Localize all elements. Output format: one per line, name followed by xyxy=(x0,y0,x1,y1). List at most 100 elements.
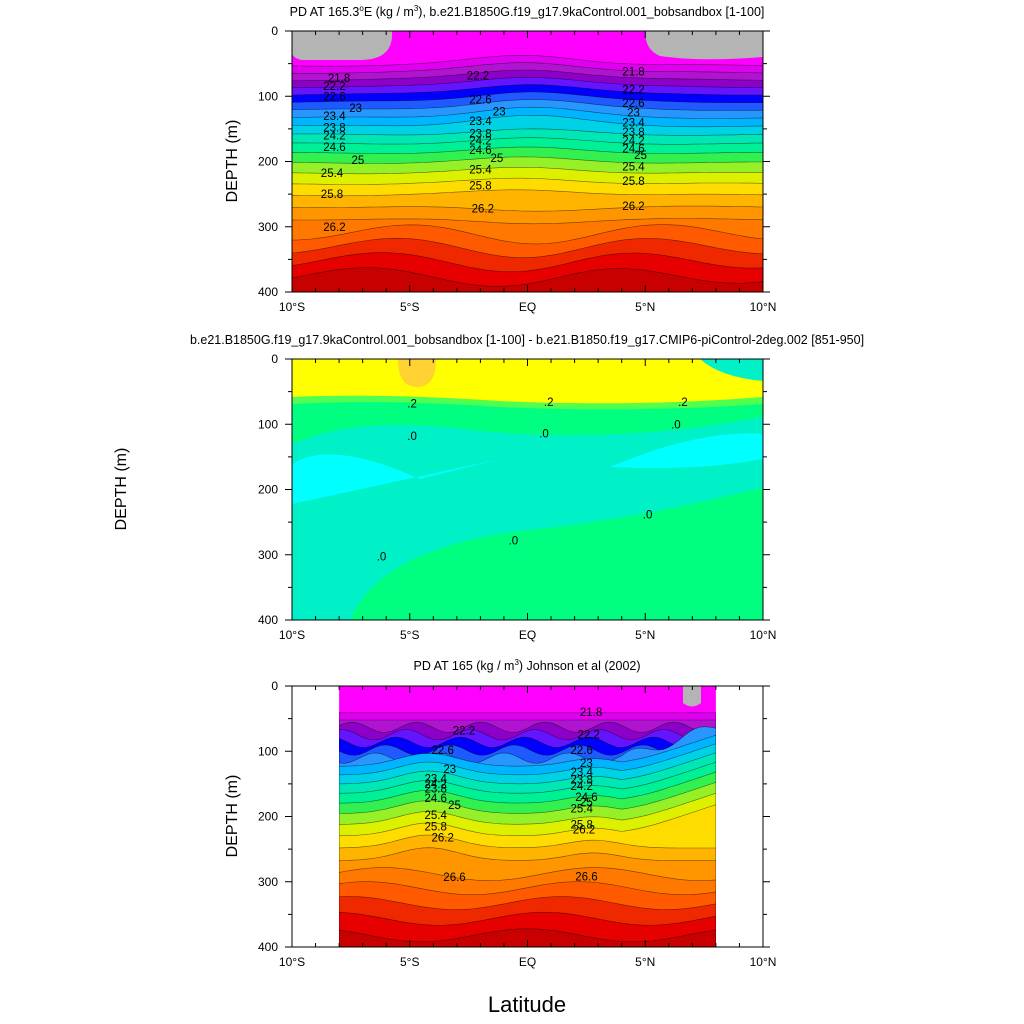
x-tick-label: 5°S xyxy=(400,955,419,969)
y-tick-label: 0 xyxy=(271,352,278,366)
contour-label: 25 xyxy=(634,150,647,162)
contour-label: .2 xyxy=(407,398,417,410)
contour-label: 23.8 xyxy=(425,783,447,795)
contour-label: 23.4 xyxy=(622,117,645,129)
panel-observations-title: PD AT 165 (kg / m3) Johnson et al (2002) xyxy=(413,658,640,673)
y-tick-label: 200 xyxy=(258,483,278,497)
panel-model: PD AT 165.3oE (kg / m3), b.e21.B1850G.f1… xyxy=(224,4,776,314)
contour-label: 23 xyxy=(580,758,593,770)
panel-observations-layer xyxy=(339,928,716,947)
panel-difference-contour-labels: .2 .2 .2 .0 .0 .0 .0 .0 .0 xyxy=(377,397,688,564)
contour-label: 21.8 xyxy=(622,67,644,79)
contour-label: 24.2 xyxy=(469,136,491,148)
panel-observations: PD AT 165 (kg / m3) Johnson et al (2002)… xyxy=(224,658,776,969)
contour-label: 25.4 xyxy=(469,164,492,176)
contour-label: .0 xyxy=(377,552,387,564)
contour-label: 23 xyxy=(443,764,456,776)
y-tick-label: 200 xyxy=(258,155,278,169)
contour-label: 21.8 xyxy=(328,73,350,85)
contour-label: 25.4 xyxy=(425,810,448,822)
contour-label: 24.6 xyxy=(575,792,597,804)
contour-label: 23.4 xyxy=(571,767,594,779)
contour-label: 23.8 xyxy=(571,774,593,786)
land-mask-right xyxy=(645,31,763,60)
x-tick-label: 5°N xyxy=(635,628,655,642)
x-tick-label: 10°N xyxy=(750,628,777,642)
x-tick-label: EQ xyxy=(519,955,536,969)
contour-label: 23 xyxy=(349,103,362,115)
x-tick-label: 10°S xyxy=(279,300,305,314)
panel-model-filled-contours xyxy=(292,31,763,292)
contour-label: 23.8 xyxy=(323,123,345,135)
diff-region-orange-patch xyxy=(398,359,436,387)
contour-label: 26.2 xyxy=(573,825,595,837)
contour-label: 21.8 xyxy=(580,707,602,719)
panel-difference-filled-contours xyxy=(292,359,763,620)
contour-label: .0 xyxy=(671,419,681,431)
diff-region-cyan-right xyxy=(610,433,763,468)
panel-model-land-mask xyxy=(292,31,763,60)
contour-label: 24.2 xyxy=(425,779,447,791)
contour-label: 24.2 xyxy=(622,136,644,148)
y-tick-label: 100 xyxy=(258,744,278,758)
contour-label: 25.8 xyxy=(622,176,644,188)
x-tick-label: 5°S xyxy=(400,628,419,642)
contour-label: 23.4 xyxy=(323,111,346,123)
contour-label: 26.2 xyxy=(432,832,454,844)
contour-label: 22.6 xyxy=(571,745,593,757)
contour-label: 24.6 xyxy=(622,143,644,155)
contour-label: 24.2 xyxy=(571,781,593,793)
panel-model-ylabel: DEPTH (m) xyxy=(224,120,241,203)
contour-label: 22.6 xyxy=(323,91,345,103)
contour-label: .0 xyxy=(407,431,417,443)
contour-label: 22.2 xyxy=(323,81,345,93)
contour-label: 25.8 xyxy=(425,821,447,833)
panel-observations-land-mask xyxy=(683,686,701,707)
contour-label: 25.4 xyxy=(321,168,344,180)
y-tick-label: 0 xyxy=(271,24,278,38)
diff-region-cyan-left xyxy=(292,454,500,504)
contour-label: 25.8 xyxy=(321,189,343,201)
x-tick-label: EQ xyxy=(519,628,536,642)
x-tick-label: EQ xyxy=(519,300,536,314)
contour-label: 22.2 xyxy=(578,729,600,741)
x-tick-label: 5°N xyxy=(635,955,655,969)
contour-label: 22.6 xyxy=(622,98,644,110)
panel-observations-contour-labels: 22.222.62323.423.824.224.62525.425.826.2… xyxy=(425,707,603,884)
contour-label: .2 xyxy=(544,397,554,409)
contour-label: 25.4 xyxy=(622,162,645,174)
figure-xlabel: Latitude xyxy=(488,992,566,1017)
diff-region-green-lower xyxy=(350,487,763,620)
contour-label: 26.2 xyxy=(622,201,644,213)
land-mask-right xyxy=(683,686,701,707)
contour-label: 24.2 xyxy=(323,130,345,142)
y-tick-label: 300 xyxy=(258,875,278,889)
y-tick-label: 300 xyxy=(258,548,278,562)
panel-model-contour-labels: 21.822.222.62323.423.824.224.62525.425.8… xyxy=(321,67,647,234)
contour-label: 22.2 xyxy=(622,85,644,97)
contour-label: 25 xyxy=(491,153,504,165)
contour-label: 22.2 xyxy=(453,725,475,737)
contour-label: 22.2 xyxy=(467,70,489,82)
contour-label: 25.8 xyxy=(469,181,491,193)
contour-label: 23.8 xyxy=(469,128,491,140)
contour-label: 22.6 xyxy=(469,95,491,107)
y-tick-label: 0 xyxy=(271,679,278,693)
panel-model-ticks: 10°S 5°S EQ 5°N 10°N 0 100 200 300 400 xyxy=(258,24,776,314)
contour-label: 23 xyxy=(493,106,506,118)
contour-label: .2 xyxy=(678,397,688,409)
x-tick-label: 10°S xyxy=(279,955,305,969)
panel-observations-ylabel: DEPTH (m) xyxy=(224,775,241,858)
y-tick-label: 200 xyxy=(258,810,278,824)
contour-label: 26.2 xyxy=(323,222,345,234)
panel-difference: b.e21.B1850G.f19_g17.9kaControl.001_bobs… xyxy=(113,333,864,642)
land-mask-left xyxy=(292,31,393,60)
contour-label: 23.8 xyxy=(622,127,644,139)
x-tick-label: 10°S xyxy=(279,628,305,642)
contour-label: 26.6 xyxy=(575,872,597,884)
contour-label: 25 xyxy=(580,797,593,809)
x-tick-label: 5°S xyxy=(400,300,419,314)
contour-label: 24.6 xyxy=(425,793,447,805)
contour-label: .0 xyxy=(643,509,653,521)
